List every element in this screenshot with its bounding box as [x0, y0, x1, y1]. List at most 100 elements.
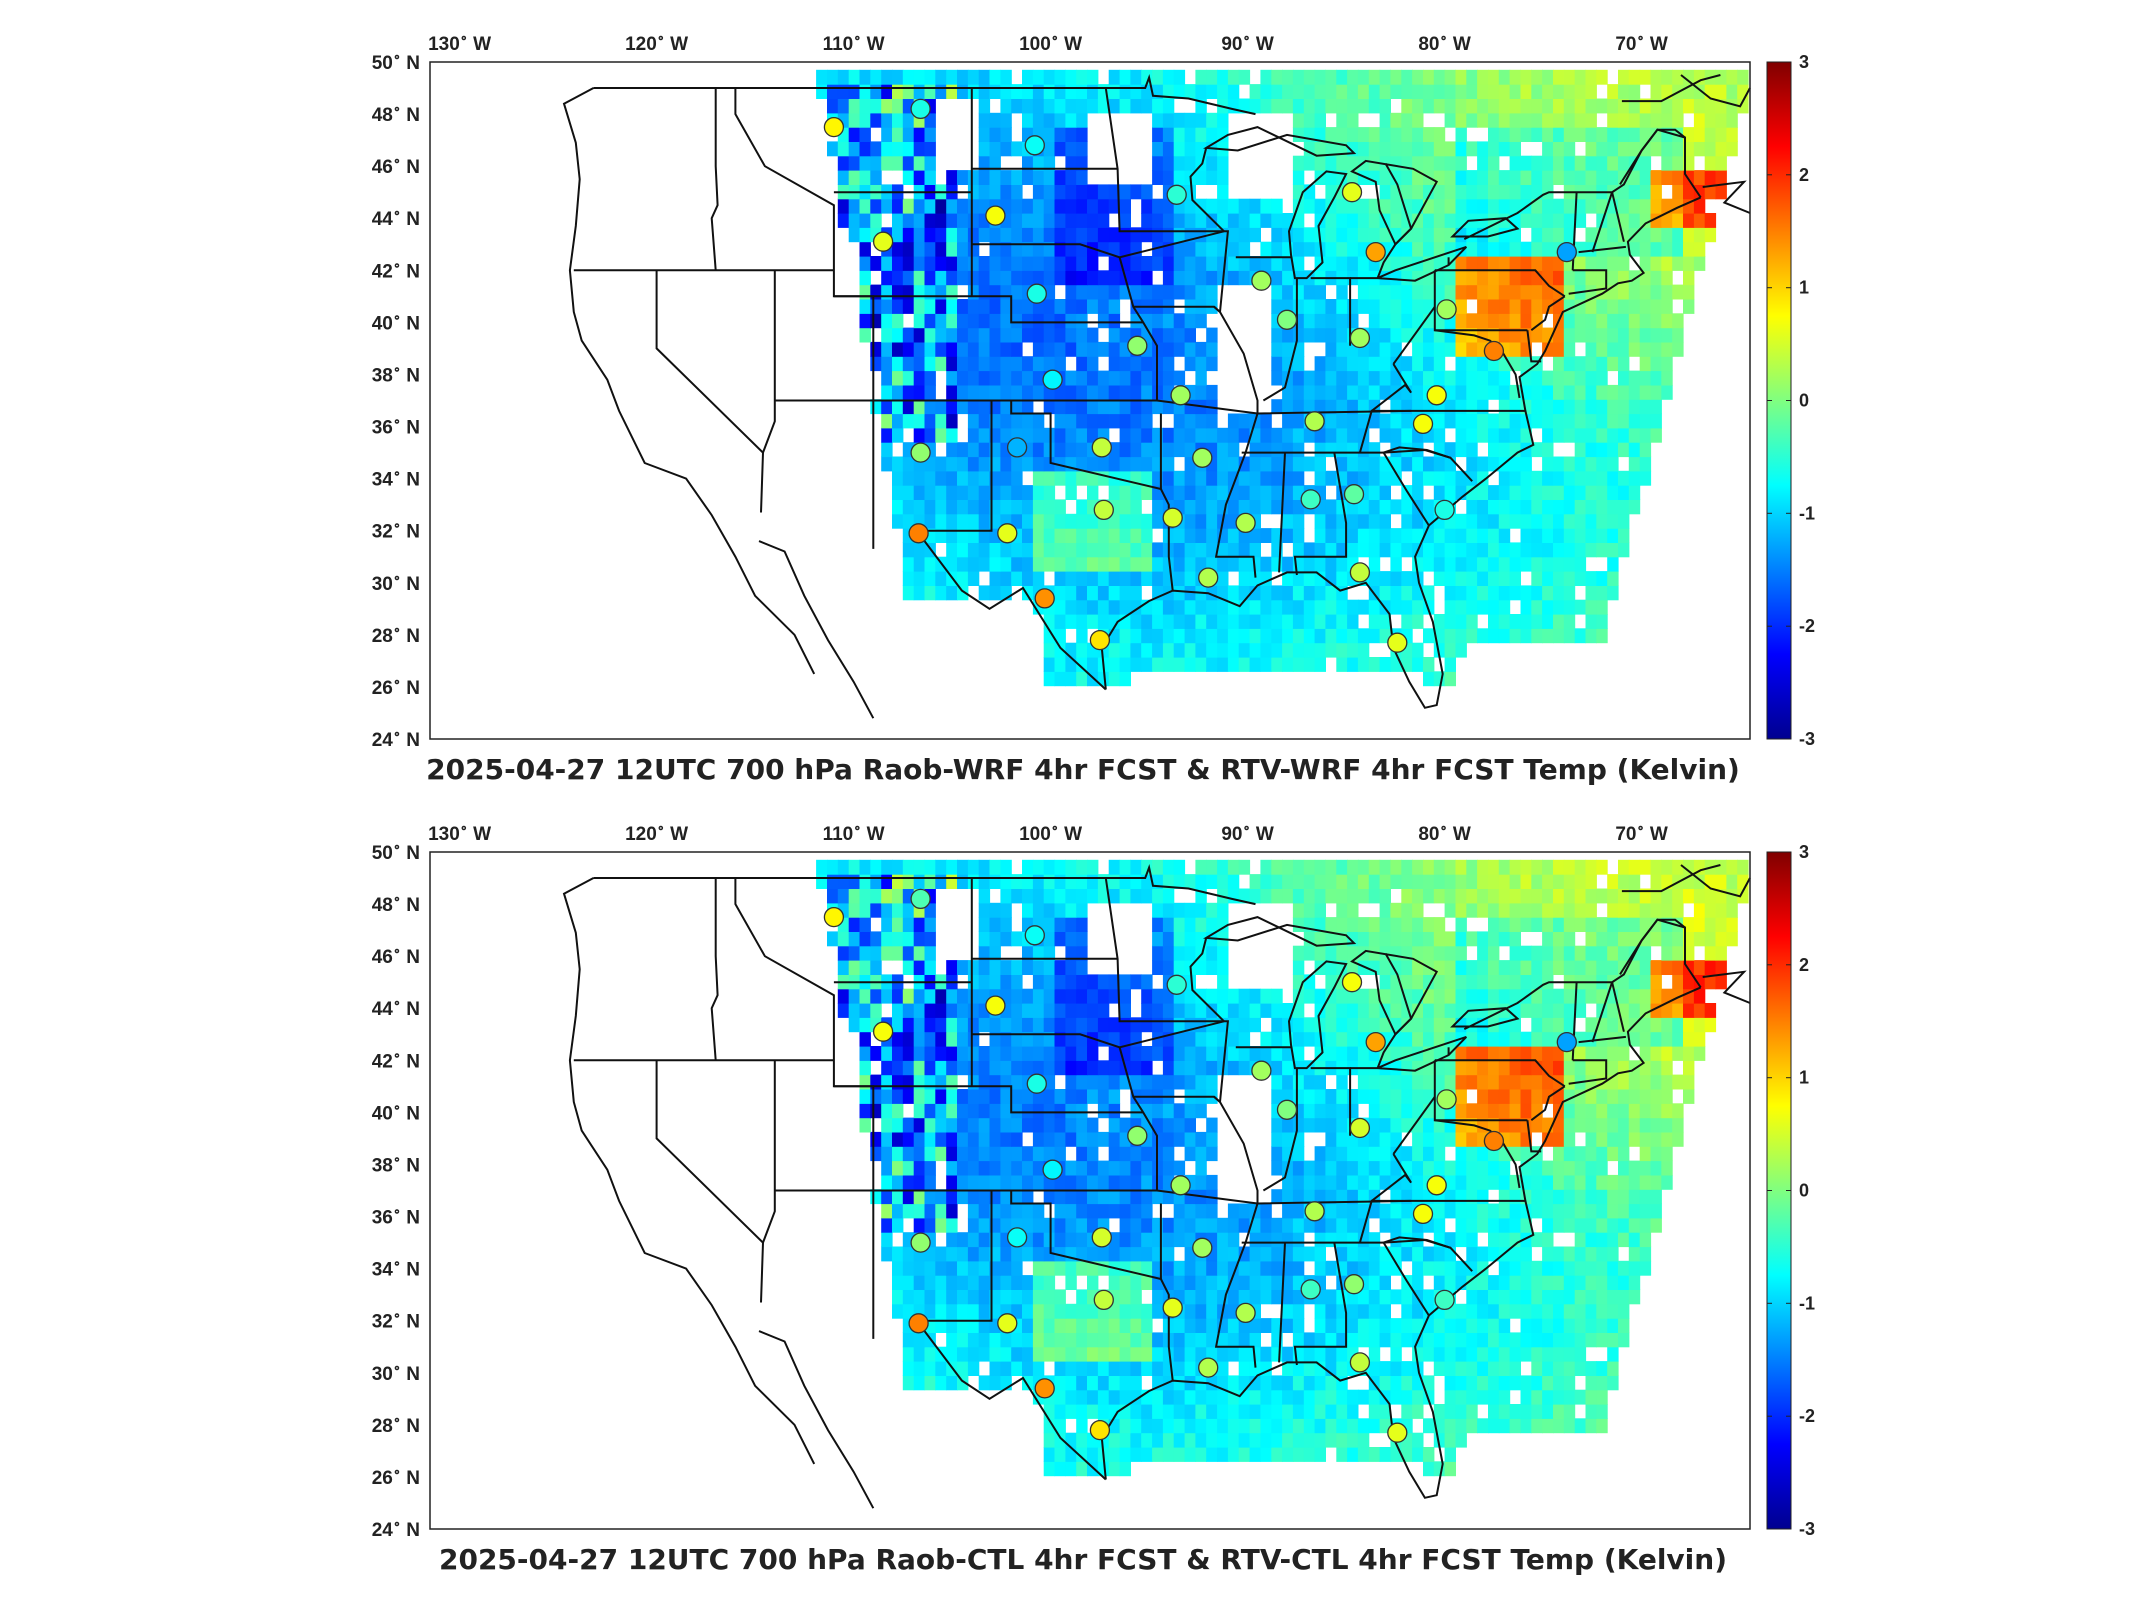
longitude-label: 80∘ W	[1418, 30, 1471, 55]
raob-station-marker	[1089, 629, 1111, 651]
raob-station-marker	[1365, 241, 1386, 263]
raob-station-marker	[910, 442, 931, 463]
latitude-label: 40∘ N	[372, 1099, 420, 1124]
temperature-field	[816, 69, 1749, 687]
raob-station-marker	[1349, 1117, 1371, 1139]
raob-station-marker	[1166, 974, 1187, 995]
raob-station-marker	[997, 523, 1018, 544]
raob-station-marker	[1091, 437, 1112, 458]
raob-station-marker	[1349, 1352, 1371, 1373]
latitude-label: 34∘ N	[372, 1256, 420, 1281]
colorbar-tick-label: 2	[1799, 955, 1809, 975]
colorbar-tick-label: -3	[1799, 729, 1815, 749]
raob-station-marker	[1343, 484, 1365, 505]
map-panel-raob-wrf: 130∘ W 120∘ W 110∘ W 100∘ W 90∘ W 80∘ W 70∘ W …	[372, 30, 1815, 786]
raob-station-marker	[1026, 283, 1047, 304]
latitude-label: 36∘ N	[372, 414, 420, 439]
colorbar-tick-label: 3	[1799, 52, 1809, 72]
colorbar-ticks: 3 2 1 0 -1 -2 -3	[1767, 842, 1815, 1539]
longitude-label: 130∘ W	[428, 30, 491, 55]
raob-station-marker	[1300, 489, 1321, 510]
raob-station-marker	[1093, 499, 1114, 521]
raob-station-marker	[908, 523, 929, 544]
raob-stations	[823, 888, 1577, 1443]
raob-station-marker	[1089, 1419, 1111, 1441]
longitude-labels: 130∘ W 120∘ W 110∘ W 100∘ W 90∘ W 80∘ W 70∘ W	[428, 30, 1668, 55]
raob-station-marker	[1436, 299, 1457, 320]
raob-station-marker	[985, 995, 1006, 1016]
latitude-label: 26∘ N	[372, 1464, 420, 1489]
latitude-label: 50∘ N	[372, 49, 420, 74]
raob-station-marker	[1349, 327, 1371, 349]
latitude-label: 32∘ N	[372, 1308, 420, 1333]
latitude-label: 44∘ N	[372, 995, 420, 1020]
latitude-labels: 50∘ N 48∘ N 46∘ N 44∘ N 42∘ N 40∘ N 38∘ N 36∘ N…	[372, 49, 420, 751]
raob-station-marker	[1412, 1203, 1434, 1225]
raob-station-marker	[1387, 632, 1408, 653]
latitude-label: 46∘ N	[372, 943, 420, 968]
longitude-label: 70∘ W	[1615, 820, 1668, 845]
raob-station-marker	[1091, 1227, 1112, 1248]
raob-station-marker	[1341, 182, 1363, 203]
raob-station-marker	[1434, 1289, 1455, 1311]
latitude-label: 24∘ N	[372, 726, 420, 751]
longitude-label: 120∘ W	[625, 30, 688, 55]
colorbar-tick-label: -3	[1799, 1519, 1815, 1539]
map-panel-raob-ctl: 130∘ W 120∘ W 110∘ W 100∘ W 90∘ W 80∘ W 70∘ W …	[372, 820, 1815, 1576]
latitude-label: 28∘ N	[372, 1412, 420, 1437]
raob-station-marker	[1434, 499, 1455, 521]
raob-station-marker	[1556, 241, 1577, 263]
raob-station-marker	[1093, 1289, 1114, 1311]
raob-station-marker	[1300, 1279, 1321, 1300]
colorbar-tick-label: 1	[1799, 278, 1809, 298]
latitude-label: 32∘ N	[372, 518, 420, 543]
latitude-label: 46∘ N	[372, 153, 420, 178]
raob-station-marker	[1192, 1237, 1213, 1258]
raob-station-marker	[823, 906, 845, 928]
panel-title: 2025-04-27 12UTC 700 hPa Raob-CTL 4hr FC…	[439, 1543, 1727, 1576]
raob-station-marker	[1412, 413, 1434, 435]
raob-station-marker	[1276, 309, 1298, 330]
raob-station-marker	[1042, 1159, 1063, 1180]
raob-station-marker	[1024, 925, 1045, 946]
latitude-label: 26∘ N	[372, 674, 420, 699]
raob-station-marker	[1365, 1031, 1386, 1053]
colorbar: 3 2 1 0 -1 -2 -3	[1766, 842, 1815, 1539]
raob-station-marker	[1349, 562, 1371, 583]
latitude-label: 42∘ N	[372, 257, 420, 282]
raob-station-marker	[1024, 135, 1045, 156]
raob-station-marker	[1436, 1089, 1457, 1110]
raob-station-marker	[1162, 507, 1183, 528]
raob-station-marker	[1235, 1302, 1256, 1324]
panel-title: 2025-04-27 12UTC 700 hPa Raob-WRF 4hr FC…	[426, 753, 1740, 786]
raob-station-marker	[1006, 437, 1028, 458]
raob-station-marker	[1304, 411, 1325, 432]
raob-station-marker	[1304, 1201, 1325, 1222]
raob-station-marker	[1556, 1031, 1577, 1053]
longitude-label: 110∘ W	[823, 30, 885, 55]
raob-station-marker	[1127, 335, 1148, 356]
raob-station-marker	[1006, 1227, 1028, 1248]
raob-station-marker	[1162, 1297, 1183, 1318]
raob-station-marker	[910, 1232, 931, 1253]
longitude-label: 100∘ W	[1019, 820, 1082, 845]
longitude-labels: 130∘ W 120∘ W 110∘ W 100∘ W 90∘ W 80∘ W 70∘ W	[428, 820, 1668, 845]
latitude-label: 30∘ N	[372, 570, 420, 595]
colorbar-tick-label: 2	[1799, 165, 1809, 185]
longitude-label: 110∘ W	[823, 820, 885, 845]
colorbar-ticks: 3 2 1 0 -1 -2 -3	[1767, 52, 1815, 749]
colorbar-tick-label: -1	[1799, 1293, 1815, 1313]
temperature-field	[816, 859, 1749, 1477]
raob-station-marker	[1343, 1274, 1365, 1295]
raob-station-marker	[823, 116, 845, 138]
latitude-label: 40∘ N	[372, 309, 420, 334]
latitude-label: 34∘ N	[372, 466, 420, 491]
raob-stations	[823, 98, 1577, 653]
colorbar: 3 2 1 0 -1 -2 -3	[1766, 52, 1815, 749]
raob-station-marker	[1166, 184, 1187, 205]
raob-station-marker	[1483, 1130, 1505, 1152]
raob-station-marker	[1198, 1357, 1219, 1378]
raob-station-marker	[1387, 1422, 1408, 1443]
raob-station-marker	[910, 888, 931, 910]
colorbar-tick-label: 0	[1799, 391, 1809, 411]
